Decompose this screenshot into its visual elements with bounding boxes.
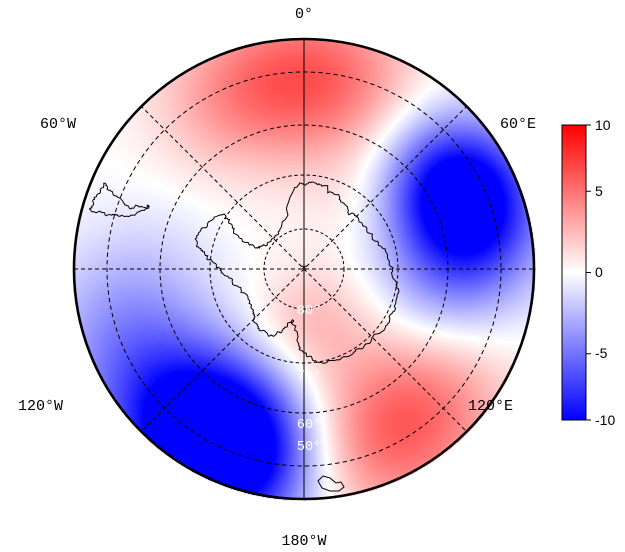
svg-text:70°: 70° [297, 369, 321, 384]
svg-text:0°: 0° [295, 6, 313, 23]
svg-text:5: 5 [595, 183, 603, 199]
svg-text:180°W: 180°W [281, 533, 326, 550]
svg-text:120°E: 120°E [468, 398, 513, 415]
svg-text:120°W: 120°W [18, 398, 63, 415]
svg-text:10: 10 [595, 117, 611, 133]
svg-text:-5: -5 [595, 345, 608, 361]
svg-text:80°: 80° [297, 304, 321, 319]
svg-text:60°: 60° [297, 418, 321, 433]
svg-text:60°E: 60°E [500, 116, 536, 133]
svg-text:0: 0 [595, 264, 603, 280]
svg-text:*: * [301, 261, 307, 278]
svg-text:60°W: 60°W [40, 116, 76, 133]
svg-text:50°: 50° [297, 440, 321, 455]
svg-text:-10: -10 [595, 412, 615, 428]
